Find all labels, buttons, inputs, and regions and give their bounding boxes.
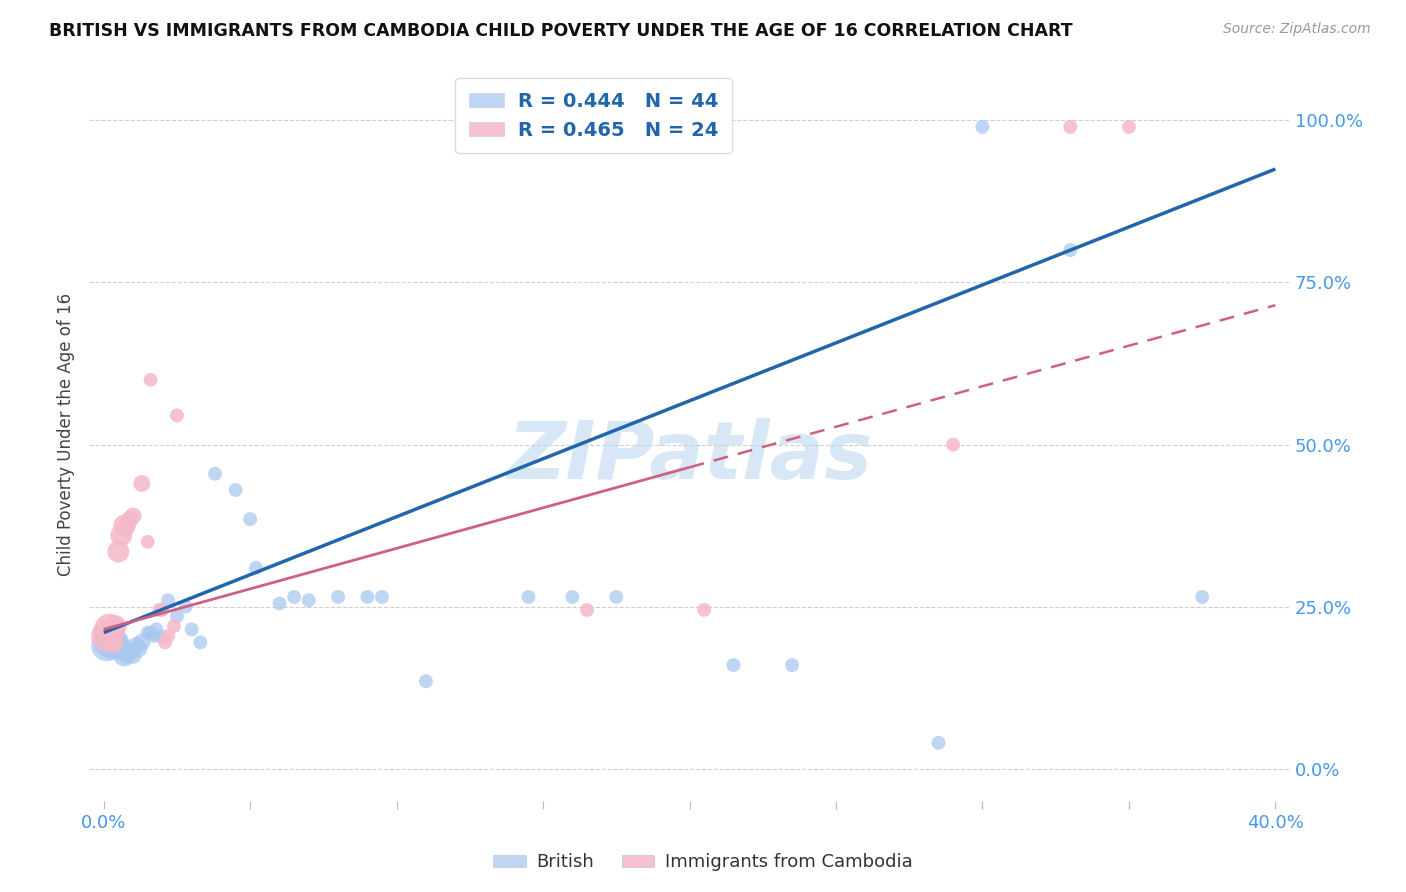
Text: Source: ZipAtlas.com: Source: ZipAtlas.com: [1223, 22, 1371, 37]
Point: [139, 625, 162, 640]
Point: [150, 603, 173, 617]
Point: [166, 409, 188, 423]
Point: [517, 590, 540, 604]
Point: [723, 658, 745, 673]
Point: [356, 590, 378, 604]
Point: [972, 120, 994, 134]
Point: [155, 635, 177, 649]
Point: [204, 467, 226, 481]
Point: [139, 373, 162, 387]
Point: [131, 635, 153, 649]
Point: [107, 635, 129, 649]
Point: [120, 645, 142, 659]
Point: [157, 629, 180, 643]
Point: [283, 590, 305, 604]
Point: [104, 619, 127, 633]
Point: [371, 590, 394, 604]
Point: [1191, 590, 1213, 604]
Point: [98, 635, 121, 649]
Point: [576, 603, 599, 617]
Point: [1059, 120, 1081, 134]
Point: [180, 623, 202, 637]
Point: [415, 674, 437, 689]
Point: [112, 648, 135, 663]
Point: [780, 658, 803, 673]
Point: [1118, 120, 1140, 134]
Point: [98, 623, 121, 637]
Point: [269, 597, 291, 611]
Point: [96, 629, 118, 643]
Legend: R = 0.444   N = 44, R = 0.465   N = 24: R = 0.444 N = 44, R = 0.465 N = 24: [456, 78, 731, 153]
Point: [120, 512, 142, 526]
Point: [942, 437, 965, 451]
Point: [605, 590, 627, 604]
Legend: British, Immigrants from Cambodia: British, Immigrants from Cambodia: [486, 847, 920, 879]
Point: [112, 518, 135, 533]
Point: [122, 648, 145, 663]
Point: [190, 635, 212, 649]
Point: [110, 641, 132, 656]
Point: [166, 609, 188, 624]
Point: [928, 736, 950, 750]
Point: [157, 593, 180, 607]
Point: [131, 476, 153, 491]
Point: [142, 629, 165, 643]
Point: [1059, 243, 1081, 257]
Point: [101, 635, 124, 649]
Text: ZIPatlas: ZIPatlas: [508, 417, 872, 496]
Point: [245, 561, 267, 575]
Point: [225, 483, 247, 497]
Point: [148, 629, 170, 643]
Point: [174, 599, 197, 614]
Point: [104, 632, 127, 646]
Point: [239, 512, 262, 526]
Point: [326, 590, 349, 604]
Point: [148, 603, 170, 617]
Point: [693, 603, 716, 617]
Text: BRITISH VS IMMIGRANTS FROM CAMBODIA CHILD POVERTY UNDER THE AGE OF 16 CORRELATIO: BRITISH VS IMMIGRANTS FROM CAMBODIA CHIL…: [49, 22, 1073, 40]
Point: [115, 518, 138, 533]
Point: [128, 641, 150, 656]
Point: [101, 641, 124, 656]
Point: [136, 625, 159, 640]
Point: [298, 593, 321, 607]
Point: [115, 648, 138, 663]
Point: [163, 619, 186, 633]
Point: [96, 639, 118, 653]
Point: [101, 632, 124, 646]
Y-axis label: Child Poverty Under the Age of 16: Child Poverty Under the Age of 16: [58, 293, 75, 576]
Point: [145, 623, 167, 637]
Point: [110, 528, 132, 542]
Point: [125, 639, 148, 653]
Point: [107, 544, 129, 558]
Point: [136, 534, 159, 549]
Point: [561, 590, 583, 604]
Point: [122, 508, 145, 523]
